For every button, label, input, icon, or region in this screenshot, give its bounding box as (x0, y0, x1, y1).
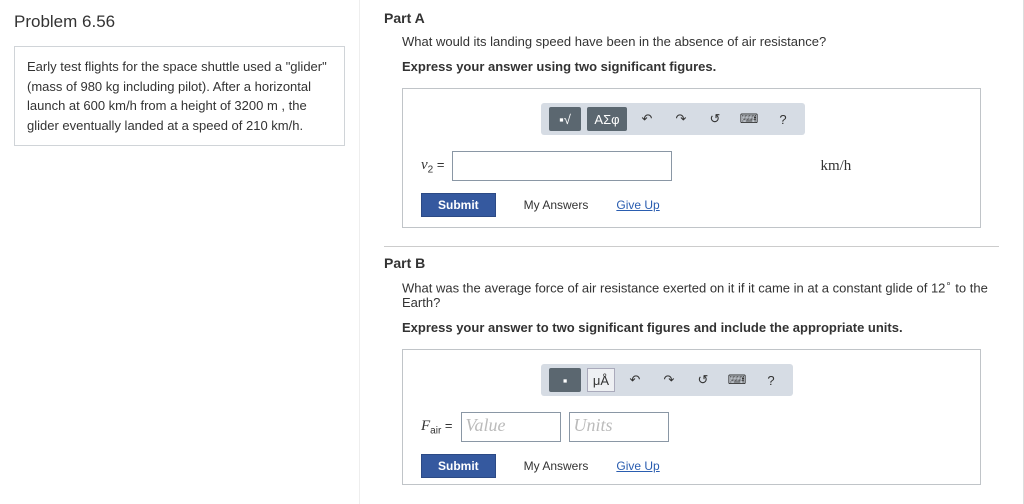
button-row: Submit My Answers Give Up (421, 193, 962, 217)
give-up-link[interactable]: Give Up (616, 459, 659, 473)
reset-icon[interactable]: ↺ (701, 107, 729, 131)
answer-lhs: v2 = (421, 157, 444, 176)
problem-number: Problem 6.56 (14, 12, 345, 32)
give-up-link[interactable]: Give Up (616, 198, 659, 212)
problem-statement: Early test flights for the space shuttle… (14, 46, 345, 146)
part-a-title: Part A (384, 10, 999, 26)
template-icon[interactable]: ▪√ (549, 107, 581, 131)
text: from a height of (137, 98, 235, 113)
part-a-answer-area: ▪√ ΑΣφ ↶ ↷ ↺ ⌨ ? v2 = km/h Submit My Ans… (402, 88, 981, 228)
part-b-answer-area: ▪ μÅ ↶ ↷ ↺ ⌨ ? Fair = Value Units Submit… (402, 349, 981, 485)
value-input[interactable]: Value (461, 412, 561, 442)
answer-row: Fair = Value Units (421, 412, 962, 442)
text: 980 kg (80, 79, 119, 94)
text: . (299, 118, 303, 133)
button-row: Submit My Answers Give Up (421, 454, 962, 478)
redo-icon[interactable]: ↷ (667, 107, 695, 131)
greek-icon[interactable]: ΑΣφ (587, 107, 627, 131)
equation-toolbar: ▪√ ΑΣφ ↶ ↷ ↺ ⌨ ? (541, 103, 805, 135)
help-icon[interactable]: ? (769, 107, 797, 131)
undo-icon[interactable]: ↶ (633, 107, 661, 131)
main-content: Part A What would its landing speed have… (360, 0, 1024, 504)
undo-icon[interactable]: ↶ (621, 368, 649, 392)
part-a-question: What would its landing speed have been i… (402, 34, 999, 49)
units-icon[interactable]: μÅ (587, 368, 615, 392)
help-icon[interactable]: ? (757, 368, 785, 392)
answer-lhs: Fair = (421, 418, 453, 437)
answer-unit: km/h (820, 158, 851, 175)
part-b-instruction: Express your answer to two significant f… (402, 320, 999, 335)
part-a-instruction: Express your answer using two significan… (402, 59, 999, 74)
template-icon[interactable]: ▪ (549, 368, 581, 392)
equation-toolbar: ▪ μÅ ↶ ↷ ↺ ⌨ ? (541, 364, 793, 396)
answer-row: v2 = km/h (421, 151, 962, 181)
my-answers-link[interactable]: My Answers (524, 198, 589, 212)
keyboard-icon[interactable]: ⌨ (723, 368, 751, 392)
reset-icon[interactable]: ↺ (689, 368, 717, 392)
units-input[interactable]: Units (569, 412, 669, 442)
text: 600 km/h (83, 98, 136, 113)
answer-input[interactable] (452, 151, 672, 181)
text: 3200 m (234, 98, 277, 113)
part-b-title: Part B (384, 246, 999, 271)
text: 210 km/h (246, 118, 299, 133)
keyboard-icon[interactable]: ⌨ (735, 107, 763, 131)
problem-sidebar: Problem 6.56 Early test flights for the … (0, 0, 360, 504)
my-answers-link[interactable]: My Answers (524, 459, 589, 473)
redo-icon[interactable]: ↷ (655, 368, 683, 392)
submit-button[interactable]: Submit (421, 454, 496, 478)
submit-button[interactable]: Submit (421, 193, 496, 217)
part-b-question: What was the average force of air resist… (402, 279, 999, 310)
